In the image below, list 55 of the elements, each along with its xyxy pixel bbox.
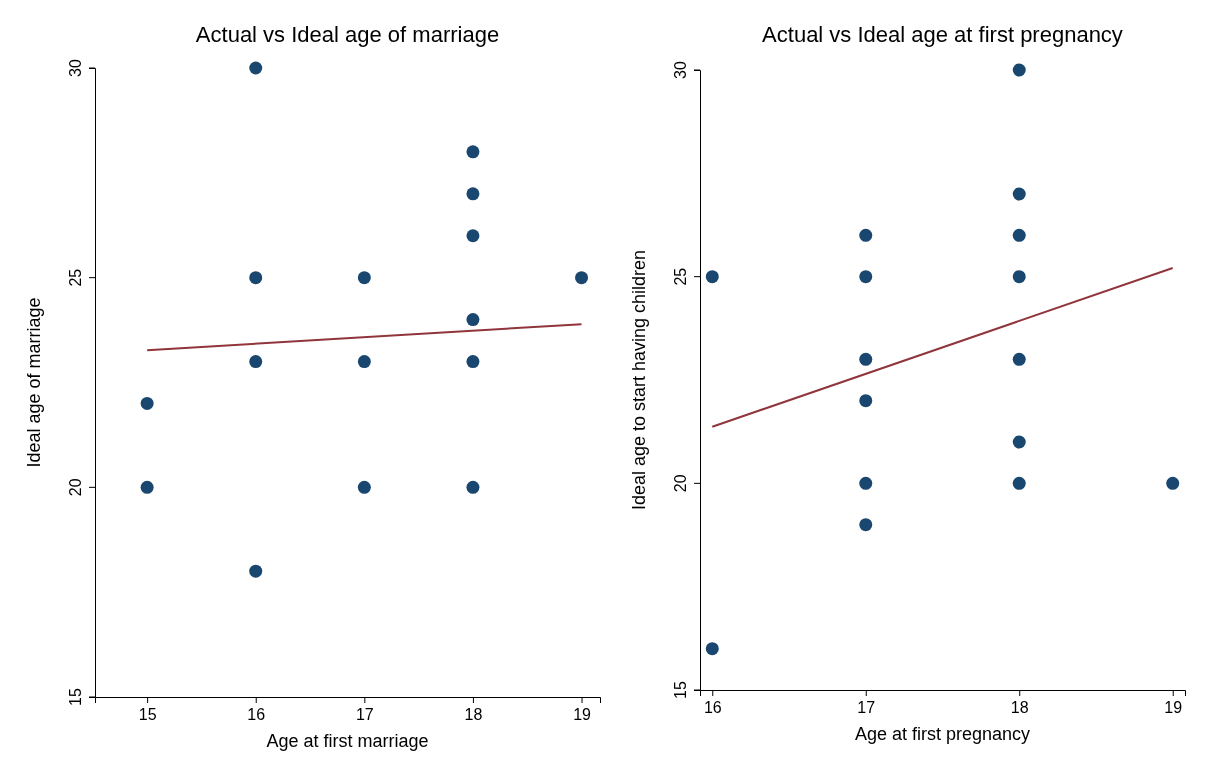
point [466, 480, 480, 494]
point [1012, 228, 1026, 242]
y-tick-label: 20 [66, 478, 84, 497]
point [1012, 63, 1026, 77]
point [140, 480, 154, 494]
point [466, 355, 480, 369]
x-tick-label: 16 [703, 699, 722, 717]
x-tick-label: 19 [1164, 699, 1183, 717]
point [859, 270, 873, 284]
x-tick-label: 19 [573, 706, 592, 724]
y-tick-label: 30 [671, 61, 689, 79]
point [357, 480, 371, 494]
point [705, 270, 719, 284]
point [357, 355, 371, 369]
x-tick-label: 17 [355, 706, 374, 724]
y-axis-title: Ideal age of marriage [24, 297, 44, 468]
point [1012, 352, 1026, 366]
point [859, 476, 873, 490]
x-axis-title: Age at first marriage [266, 731, 429, 751]
point [466, 145, 480, 159]
point [859, 228, 873, 242]
y-tick-label: 25 [671, 267, 689, 286]
point [1012, 187, 1026, 201]
x-tick-label: 17 [857, 699, 876, 717]
point [466, 313, 480, 327]
y-tick-label: 15 [66, 688, 84, 706]
point [249, 61, 263, 75]
x-tick-label: 15 [138, 706, 157, 724]
point [859, 394, 873, 408]
point [1012, 435, 1026, 449]
chart-title: Actual vs Ideal age at first pregnancy [762, 22, 1123, 47]
point [1166, 476, 1180, 490]
point [249, 355, 263, 369]
point [859, 518, 873, 532]
x-tick-label: 18 [1010, 699, 1029, 717]
x-tick-label: 18 [464, 706, 483, 724]
y-tick-label: 25 [66, 268, 84, 287]
point [466, 229, 480, 243]
chart-title: Actual vs Ideal age of marriage [195, 22, 500, 47]
point [466, 187, 480, 201]
y-tick-label: 15 [671, 681, 689, 699]
point [1012, 476, 1026, 490]
point [575, 271, 589, 285]
x-axis-title: Age at first pregnancy [854, 724, 1031, 744]
point [705, 642, 719, 656]
point [249, 564, 263, 578]
point [357, 271, 371, 285]
point [1012, 270, 1026, 284]
x-tick-label: 16 [247, 706, 266, 724]
y-tick-label: 20 [671, 474, 689, 493]
point [249, 271, 263, 285]
point [859, 352, 873, 366]
point [140, 396, 154, 410]
y-tick-label: 30 [66, 59, 84, 77]
y-axis-title: Ideal age to start having children [629, 249, 649, 511]
